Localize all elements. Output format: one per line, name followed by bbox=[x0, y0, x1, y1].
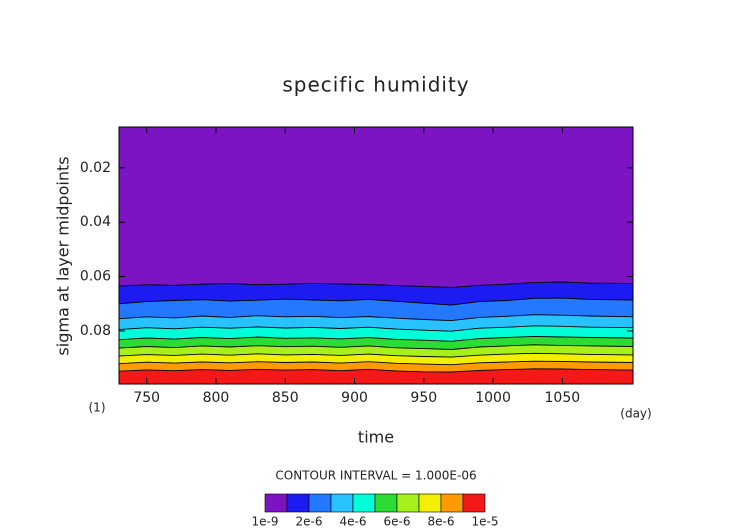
colorbar-box bbox=[374, 493, 398, 513]
y-tick-label: 0.08 bbox=[80, 323, 111, 339]
y-axis-label: sigma at layer midpoints bbox=[54, 156, 73, 355]
contour-line bbox=[118, 335, 634, 342]
contour-line bbox=[118, 281, 634, 288]
x-tick-label: 750 bbox=[133, 390, 160, 406]
colorbar-label: 2e-6 bbox=[296, 515, 323, 529]
colorbar-label: 6e-6 bbox=[384, 515, 411, 529]
colorbar-box bbox=[462, 493, 486, 513]
contour-line bbox=[118, 325, 634, 332]
chart-title: specific humidity bbox=[282, 73, 469, 97]
x-tick-label: 850 bbox=[272, 390, 299, 406]
x-tick-label: 1050 bbox=[545, 390, 581, 406]
contour-line bbox=[118, 297, 634, 306]
y-unit: (1) bbox=[89, 401, 106, 415]
colorbar-label: 1e-5 bbox=[472, 515, 499, 529]
x-axis-label: time bbox=[358, 428, 394, 447]
colorbar-label: 1e-9 bbox=[252, 515, 279, 529]
x-tick-label: 950 bbox=[410, 390, 437, 406]
y-tick-label: 0.02 bbox=[80, 160, 111, 176]
x-unit: (day) bbox=[620, 407, 651, 421]
contour-line bbox=[118, 344, 634, 350]
contour-line bbox=[118, 352, 634, 358]
x-tick-label: 1000 bbox=[475, 390, 511, 406]
colorbar-box bbox=[308, 493, 332, 513]
colorbar-box bbox=[330, 493, 354, 513]
contour-band bbox=[119, 368, 633, 384]
contour-line bbox=[118, 368, 634, 373]
x-tick-label: 900 bbox=[341, 390, 368, 406]
colorbar-box bbox=[264, 493, 288, 513]
contour-line bbox=[118, 314, 634, 322]
colorbar-box bbox=[396, 493, 420, 513]
colorbar-box bbox=[440, 493, 464, 513]
contour-line bbox=[118, 360, 634, 366]
colorbar-label: 8e-6 bbox=[428, 515, 455, 529]
plot-frame bbox=[118, 126, 634, 385]
colorbar-label: 4e-6 bbox=[340, 515, 367, 529]
colorbar-box bbox=[286, 493, 310, 513]
y-tick-label: 0.06 bbox=[80, 269, 111, 285]
x-tick-label: 800 bbox=[203, 390, 230, 406]
contour-interval: CONTOUR INTERVAL = 1.000E-06 bbox=[275, 469, 476, 483]
y-tick-label: 0.04 bbox=[80, 214, 111, 230]
colorbar-box bbox=[352, 493, 376, 513]
colorbar-box bbox=[418, 493, 442, 513]
